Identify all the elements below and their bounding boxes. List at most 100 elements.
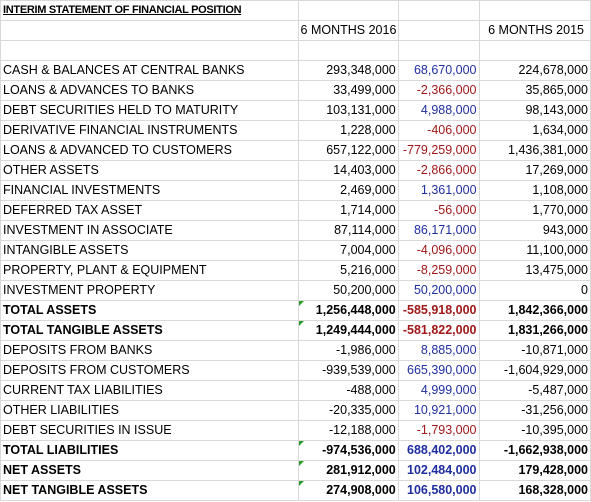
value-change[interactable]: -581,822,000 — [397, 320, 480, 341]
value-change[interactable]: 1,361,000 — [397, 180, 480, 201]
row-label[interactable]: INTANGIBLE ASSETS — [0, 240, 299, 261]
value-change[interactable]: 688,402,000 — [397, 440, 480, 461]
value-change[interactable]: 102,484,000 — [397, 460, 480, 481]
column-header-change[interactable] — [397, 20, 480, 41]
value-2016[interactable]: -1,986,000 — [297, 340, 399, 361]
value-2015[interactable]: 1,436,381,000 — [478, 140, 591, 161]
value-2016[interactable]: -12,188,000 — [297, 420, 399, 441]
row-label[interactable]: CURRENT TAX LIABILITIES — [0, 380, 299, 401]
value-2016[interactable]: 1,714,000 — [297, 200, 399, 221]
cell[interactable] — [0, 40, 299, 61]
row-label[interactable]: DEBT SECURITIES HELD TO MATURITY — [0, 100, 299, 121]
value-2016[interactable]: -939,539,000 — [297, 360, 399, 381]
value-change[interactable]: 50,200,000 — [397, 280, 480, 301]
row-label[interactable]: LOANS & ADVANCED TO CUSTOMERS — [0, 140, 299, 161]
value-2016[interactable]: -974,536,000 — [297, 440, 399, 461]
value-2016[interactable]: 1,256,448,000 — [297, 300, 399, 321]
value-2015[interactable]: 11,100,000 — [478, 240, 591, 261]
value-2016[interactable]: 7,004,000 — [297, 240, 399, 261]
row-label[interactable]: INVESTMENT PROPERTY — [0, 280, 299, 301]
row-label[interactable]: FINANCIAL INVESTMENTS — [0, 180, 299, 201]
value-change[interactable]: 86,171,000 — [397, 220, 480, 241]
value-2015[interactable]: -5,487,000 — [478, 380, 591, 401]
value-2015[interactable]: -31,256,000 — [478, 400, 591, 421]
column-header-2016[interactable]: 6 MONTHS 2016 — [297, 20, 399, 41]
value-2016[interactable]: 293,348,000 — [297, 60, 399, 81]
value-2015[interactable]: 13,475,000 — [478, 260, 591, 281]
cell[interactable] — [297, 0, 399, 21]
row-label[interactable]: OTHER ASSETS — [0, 160, 299, 181]
value-2016[interactable]: 281,912,000 — [297, 460, 399, 481]
value-change[interactable]: -406,000 — [397, 120, 480, 141]
value-change[interactable]: -585,918,000 — [397, 300, 480, 321]
statement-title[interactable]: INTERIM STATEMENT OF FINANCIAL POSITION — [0, 0, 299, 21]
value-2015[interactable]: 0 — [478, 280, 591, 301]
value-2015[interactable]: 17,269,000 — [478, 160, 591, 181]
value-change[interactable]: -4,096,000 — [397, 240, 480, 261]
row-label[interactable]: CASH & BALANCES AT CENTRAL BANKS — [0, 60, 299, 81]
value-2015[interactable]: 1,831,266,000 — [478, 320, 591, 341]
value-change[interactable]: 4,988,000 — [397, 100, 480, 121]
row-label[interactable]: PROPERTY, PLANT & EQUIPMENT — [0, 260, 299, 281]
value-2015[interactable]: 35,865,000 — [478, 80, 591, 101]
value-2016[interactable]: 1,228,000 — [297, 120, 399, 141]
value-change[interactable]: -2,366,000 — [397, 80, 480, 101]
value-change[interactable]: -8,259,000 — [397, 260, 480, 281]
value-change[interactable]: -779,259,000 — [397, 140, 480, 161]
value-change[interactable]: 106,580,000 — [397, 480, 480, 501]
row-label[interactable]: DEPOSITS FROM CUSTOMERS — [0, 360, 299, 381]
value-2016[interactable]: 50,200,000 — [297, 280, 399, 301]
value-2016[interactable]: -488,000 — [297, 380, 399, 401]
value-change[interactable]: 68,670,000 — [397, 60, 480, 81]
value-2015[interactable]: 179,428,000 — [478, 460, 591, 481]
value-2016[interactable]: 5,216,000 — [297, 260, 399, 281]
value-change[interactable]: -56,000 — [397, 200, 480, 221]
row-label[interactable]: LOANS & ADVANCES TO BANKS — [0, 80, 299, 101]
value-2015[interactable]: 1,842,366,000 — [478, 300, 591, 321]
row-label[interactable]: INVESTMENT IN ASSOCIATE — [0, 220, 299, 241]
cell[interactable] — [0, 20, 299, 41]
row-label[interactable]: DERIVATIVE FINANCIAL INSTRUMENTS — [0, 120, 299, 141]
value-2016[interactable]: 274,908,000 — [297, 480, 399, 501]
cell[interactable] — [478, 40, 591, 61]
value-2015[interactable]: 168,328,000 — [478, 480, 591, 501]
column-header-2015[interactable]: 6 MONTHS 2015 — [478, 20, 591, 41]
value-2016[interactable]: 103,131,000 — [297, 100, 399, 121]
value-2016[interactable]: 33,499,000 — [297, 80, 399, 101]
row-label[interactable]: TOTAL LIABILITIES — [0, 440, 299, 461]
value-2015[interactable]: 98,143,000 — [478, 100, 591, 121]
row-label[interactable]: TOTAL ASSETS — [0, 300, 299, 321]
value-2015[interactable]: 1,770,000 — [478, 200, 591, 221]
value-2016[interactable]: 2,469,000 — [297, 180, 399, 201]
cell[interactable] — [397, 0, 480, 21]
value-2015[interactable]: 224,678,000 — [478, 60, 591, 81]
value-change[interactable]: 4,999,000 — [397, 380, 480, 401]
cell[interactable] — [397, 40, 480, 61]
value-2015[interactable]: -10,395,000 — [478, 420, 591, 441]
value-2015[interactable]: -1,662,938,000 — [478, 440, 591, 461]
value-change[interactable]: -2,866,000 — [397, 160, 480, 181]
row-label[interactable]: DEFERRED TAX ASSET — [0, 200, 299, 221]
cell[interactable] — [478, 0, 591, 21]
value-2015[interactable]: 1,108,000 — [478, 180, 591, 201]
row-label[interactable]: NET ASSETS — [0, 460, 299, 481]
value-2016[interactable]: 87,114,000 — [297, 220, 399, 241]
value-change[interactable]: 8,885,000 — [397, 340, 480, 361]
value-change[interactable]: 10,921,000 — [397, 400, 480, 421]
row-label[interactable]: NET TANGIBLE ASSETS — [0, 480, 299, 501]
value-2016[interactable]: 657,122,000 — [297, 140, 399, 161]
row-label[interactable]: DEPOSITS FROM BANKS — [0, 340, 299, 361]
row-label[interactable]: OTHER LIABILITIES — [0, 400, 299, 421]
value-2016[interactable]: -20,335,000 — [297, 400, 399, 421]
row-label[interactable]: DEBT SECURITIES IN ISSUE — [0, 420, 299, 441]
value-change[interactable]: -1,793,000 — [397, 420, 480, 441]
value-2015[interactable]: -10,871,000 — [478, 340, 591, 361]
value-2015[interactable]: -1,604,929,000 — [478, 360, 591, 381]
value-2015[interactable]: 943,000 — [478, 220, 591, 241]
value-2015[interactable]: 1,634,000 — [478, 120, 591, 141]
value-2016[interactable]: 1,249,444,000 — [297, 320, 399, 341]
value-change[interactable]: 665,390,000 — [397, 360, 480, 381]
cell[interactable] — [297, 40, 399, 61]
row-label[interactable]: TOTAL TANGIBLE ASSETS — [0, 320, 299, 341]
value-2016[interactable]: 14,403,000 — [297, 160, 399, 181]
